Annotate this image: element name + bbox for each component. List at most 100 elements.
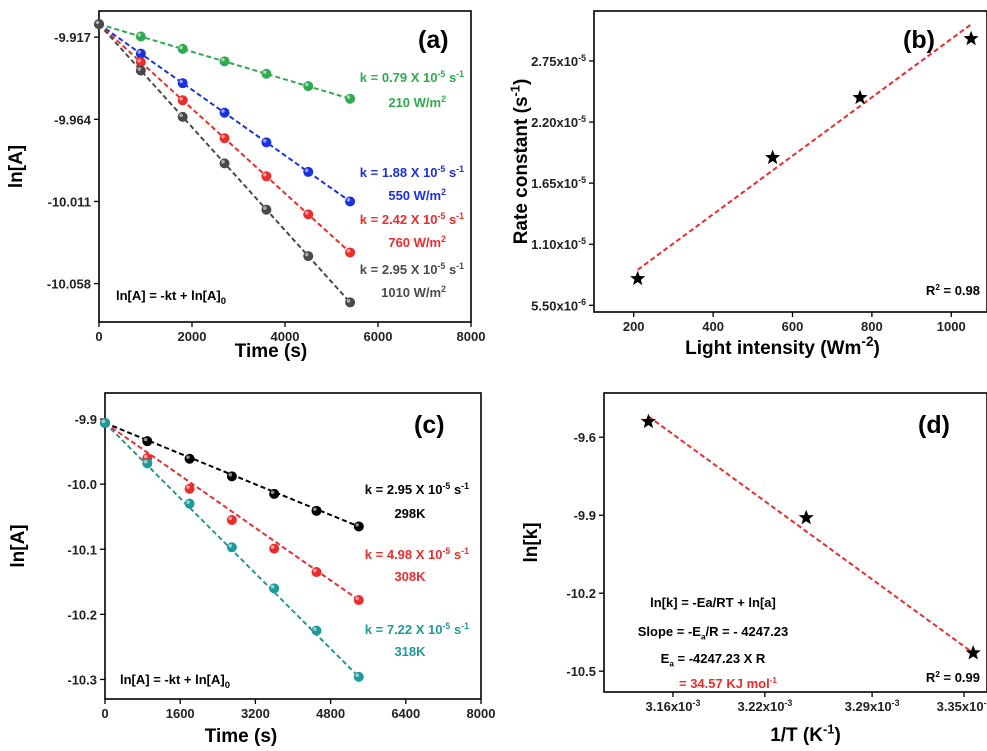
data-point-highlight (355, 673, 360, 678)
data-point (852, 89, 868, 105)
data-point-highlight (263, 138, 267, 143)
rate-constant-label: k = 2.42 X 10-5 s-1 (360, 211, 464, 227)
r-squared-label: R2 = 0.98 (926, 283, 980, 298)
data-point (261, 137, 272, 148)
y-tick-label: -10.1 (67, 542, 97, 557)
data-point-highlight (304, 168, 309, 173)
data-point-highlight (221, 57, 225, 62)
data-point (303, 166, 314, 177)
data-point (353, 595, 364, 606)
rate-equation: ln[A] = -kt + ln[A]0 (120, 672, 230, 691)
plot-frame (593, 10, 987, 313)
data-point-highlight (270, 490, 275, 495)
x-tick-label: 800 (861, 319, 883, 334)
data-point (353, 521, 364, 532)
y-tick-label: -9.9 (574, 508, 596, 523)
intensity-label: 760 W/m2 (388, 234, 446, 250)
x-axis-label: Time (s) (235, 341, 308, 362)
arrhenius-equation: ln[k] = -Ea/RT + ln[a] (650, 595, 776, 610)
panel-label: (a) (418, 26, 449, 54)
x-tick-label: 1600 (166, 706, 195, 721)
y-tick-label: 2.20x10-5 (531, 114, 586, 130)
data-point-highlight (304, 252, 309, 257)
fit-line (647, 415, 974, 654)
data-point-highlight (143, 437, 148, 442)
temperature-label: 308K (394, 569, 426, 584)
data-point-highlight (179, 113, 183, 118)
data-point-highlight (221, 134, 225, 139)
data-point (135, 31, 146, 42)
y-axis-label: ln[k] (521, 522, 542, 562)
data-point (226, 514, 237, 525)
data-point-highlight (179, 79, 183, 84)
data-point-highlight (346, 198, 351, 202)
data-point (219, 158, 230, 169)
x-tick-label: 3.22x10-3 (737, 698, 792, 714)
y-tick-label: -9.6 (574, 430, 596, 445)
x-tick-label: 600 (782, 319, 804, 334)
data-point (100, 417, 110, 428)
y-tick-label: 1.10x10-5 (531, 236, 586, 252)
data-point (269, 583, 280, 594)
data-point (177, 111, 188, 122)
y-tick-label: -10.058 (47, 277, 91, 292)
data-point-highlight (304, 210, 309, 215)
panel-label: (b) (903, 26, 935, 54)
data-point (135, 65, 146, 76)
data-point (963, 30, 979, 46)
plot-frame (104, 392, 482, 700)
activation-energy-value: = 34.57 KJ mol-1 (679, 676, 777, 691)
y-axis-label: Rate constant (s-1) (507, 79, 532, 245)
data-point (269, 488, 280, 499)
rate-constant-label: k = 4.98 X 10-5 s-1 (365, 546, 469, 562)
data-point (142, 436, 153, 447)
data-point-highlight (137, 67, 142, 71)
data-point (965, 645, 981, 660)
activation-energy-formula: Ea = -4247.23 X R (661, 651, 766, 669)
rate-constant-label: k = 2.95 X 10-5 s-1 (365, 481, 469, 497)
panel-label: (c) (414, 411, 445, 439)
chart-panel-b: 200 400 600 800 1000 5.50x10-6 1.10x10-5 1.65x1… (507, 10, 987, 359)
plot-frame (603, 392, 987, 693)
data-point (142, 458, 153, 469)
data-point-highlight (95, 20, 100, 25)
data-point (226, 471, 237, 482)
y-tick-label: -9.964 (54, 112, 92, 127)
data-point-highlight (313, 507, 317, 512)
intensity-label: 550 W/m2 (388, 187, 446, 203)
intensity-label: 1010 W/m2 (381, 284, 446, 300)
x-axis-label: Light intensity (Wm-2) (685, 334, 880, 359)
panel-label: (d) (918, 411, 950, 439)
data-point-highlight (143, 459, 148, 464)
data-point (765, 149, 781, 165)
y-tick-label: -10.011 (48, 194, 91, 209)
data-point (219, 56, 230, 67)
data-point (345, 297, 356, 308)
y-tick-label: -10.2 (566, 586, 596, 601)
r-squared-label: R2 = 0.99 (926, 670, 980, 685)
y-tick-label: -9.917 (54, 30, 91, 45)
x-tick-label: 4800 (316, 706, 345, 721)
temperature-label: 318K (394, 644, 426, 659)
rate-equation: ln[A] = -kt + ln[A]0 (116, 288, 226, 307)
data-point (261, 171, 272, 182)
data-point-highlight (186, 485, 190, 489)
data-point (345, 247, 356, 258)
data-point-highlight (137, 33, 142, 37)
x-tick-label: 4000 (271, 329, 300, 344)
data-point-highlight (186, 455, 190, 459)
data-point-highlight (263, 70, 267, 74)
data-point-highlight (263, 206, 267, 210)
x-tick-label: 2000 (178, 329, 207, 344)
x-tick-label: 8000 (457, 329, 486, 344)
data-point (177, 78, 188, 89)
data-point-highlight (313, 627, 317, 631)
data-point-highlight (355, 523, 360, 527)
chart-panel-d: 3.16x10-3 3.22x10-3 3.29x10-3 3.35x10-3 -9.6… (521, 392, 987, 746)
x-tick-label: 400 (702, 319, 724, 334)
y-tick-label: -10.3 (67, 672, 97, 687)
data-point-highlight (304, 82, 309, 87)
x-tick-label: 3.16x10-3 (646, 698, 701, 714)
data-point-highlight (346, 95, 351, 99)
